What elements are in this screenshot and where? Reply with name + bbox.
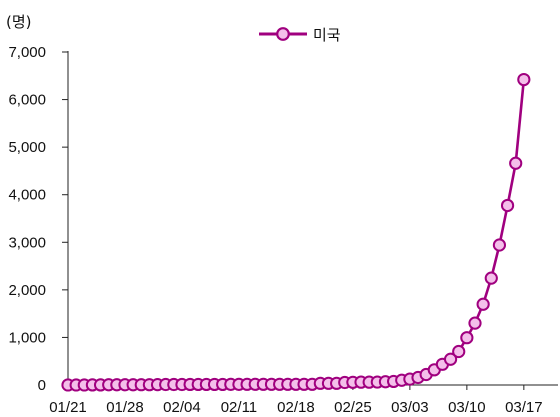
data-point: 03/16: 4661	[509, 156, 523, 170]
data-point: 03/12: 1697	[476, 297, 490, 311]
data-point: 03/08: 541	[443, 352, 458, 366]
x-tick-label: 03/03	[391, 399, 429, 416]
x-tick-label: 03/17	[505, 399, 543, 416]
legend: 미국	[259, 26, 341, 44]
x-tick-label: 01/28	[106, 399, 144, 416]
y-tick-label: 3,000	[8, 234, 46, 251]
y-unit-label: (명)	[6, 13, 32, 31]
x-tick-label: 03/10	[448, 399, 486, 416]
data-point: 03/13: 2247	[484, 271, 498, 285]
x-axis-ticks: 01/21 01/28 02/04 02/11 02/18 02/25 03/03 03/10…	[49, 385, 543, 416]
series-group: 01/21: 101/22: 101/23: 101/24: 201/25: 2…	[61, 72, 531, 392]
data-point: 03/10: 994	[460, 331, 474, 345]
data-point: 03/11: 1301	[468, 316, 482, 330]
axes	[67, 51, 558, 386]
x-tick-label: 02/25	[334, 399, 372, 416]
y-tick-label: 4,000	[8, 187, 46, 204]
data-point: 03/15: 3774	[500, 198, 515, 213]
x-tick-label: 02/18	[277, 399, 315, 416]
data-point: 03/09: 704	[452, 344, 466, 359]
x-tick-label: 02/11	[221, 399, 257, 416]
y-tick-label: 2,000	[8, 282, 46, 299]
legend-dot-marker	[276, 27, 290, 41]
y-tick-label: 5,000	[8, 139, 46, 156]
y-tick-label: 1,000	[8, 329, 46, 346]
y-tick-label: 7,000	[8, 44, 46, 61]
series-line-miguk	[68, 79, 526, 387]
y-tick-label: 0	[38, 377, 46, 394]
y-axis-ticks: 0 1,000 2,000 3,000 4,000 5,000 6,000 7,000	[8, 44, 68, 394]
data-point: 03/14: 2943	[492, 238, 507, 252]
legend-label: 미국	[313, 26, 341, 44]
x-tick-label: 02/04	[163, 399, 201, 416]
y-tick-label: 6,000	[8, 92, 46, 109]
data-point: 03/17: 6421	[517, 72, 531, 87]
x-tick-label: 01/21	[49, 399, 87, 416]
